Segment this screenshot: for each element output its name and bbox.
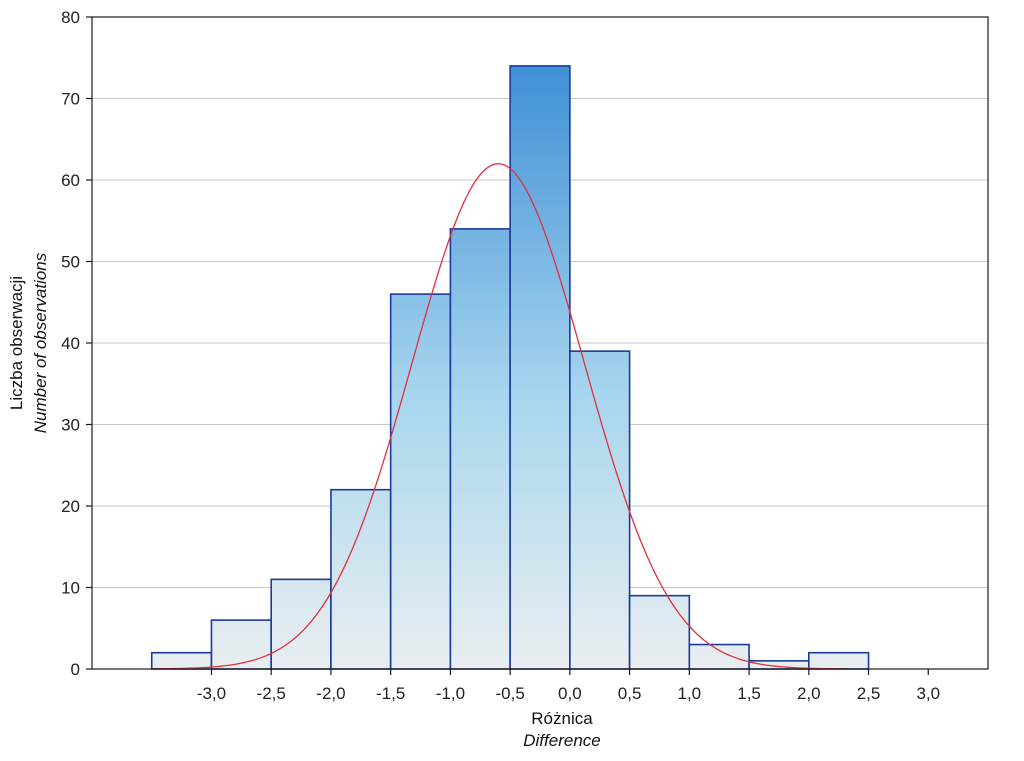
y-tick-label: 80 (61, 8, 80, 27)
y-axis: 0 10 20 30 40 50 60 70 80 (61, 8, 92, 679)
x-tick-label: 2,5 (857, 684, 881, 703)
x-tick-label: 1,5 (737, 684, 761, 703)
y-tick-label: 20 (61, 497, 80, 516)
normal-curve (151, 163, 845, 670)
histogram-bar (270, 578, 332, 670)
histogram-bar (807, 651, 870, 670)
histogram-bar (449, 228, 511, 670)
y-axis-label-english: Number of observations (31, 252, 50, 433)
x-axis-label-english: Difference (523, 731, 600, 750)
histogram-bar (509, 65, 571, 670)
y-tick-label: 70 (61, 90, 80, 109)
histogram-bar (628, 594, 691, 670)
x-tick-label: 0,0 (558, 684, 582, 703)
histogram-bar (210, 619, 272, 670)
x-tick-label: -2,0 (316, 684, 345, 703)
histogram-bar (569, 350, 631, 670)
x-tick-label: -1,5 (376, 684, 405, 703)
x-tick-label: -0,5 (495, 684, 524, 703)
x-tick-label: 0,5 (618, 684, 642, 703)
histogram-bar (330, 488, 392, 670)
x-tick-label: -1,0 (436, 684, 465, 703)
y-tick-label: 40 (61, 334, 80, 353)
y-axis-label: Liczba obserwacji (7, 276, 26, 410)
y-tick-label: 30 (61, 416, 80, 435)
x-axis-label: Różnica (531, 709, 593, 728)
x-tick-label: 1,0 (678, 684, 702, 703)
x-tick-label: 3,0 (916, 684, 940, 703)
normal-curve-line (151, 163, 845, 670)
x-tick-label: -2,5 (257, 684, 286, 703)
x-tick-label: -3,0 (197, 684, 226, 703)
x-tick-label: 2,0 (797, 684, 821, 703)
histogram-bar (150, 651, 213, 670)
y-tick-label: 60 (61, 171, 80, 190)
x-axis: -3,0 -2,5 -2,0 -1,5 -1,0 -0,5 0,0 0,5 1,0 1,5 2,0 2… (197, 669, 940, 703)
histogram-bar (688, 643, 750, 670)
histogram-bars (150, 65, 870, 670)
y-tick-label: 50 (61, 253, 80, 272)
y-tick-label: 0 (71, 660, 80, 679)
y-tick-label: 10 (61, 579, 80, 598)
histogram-bar (389, 293, 452, 670)
